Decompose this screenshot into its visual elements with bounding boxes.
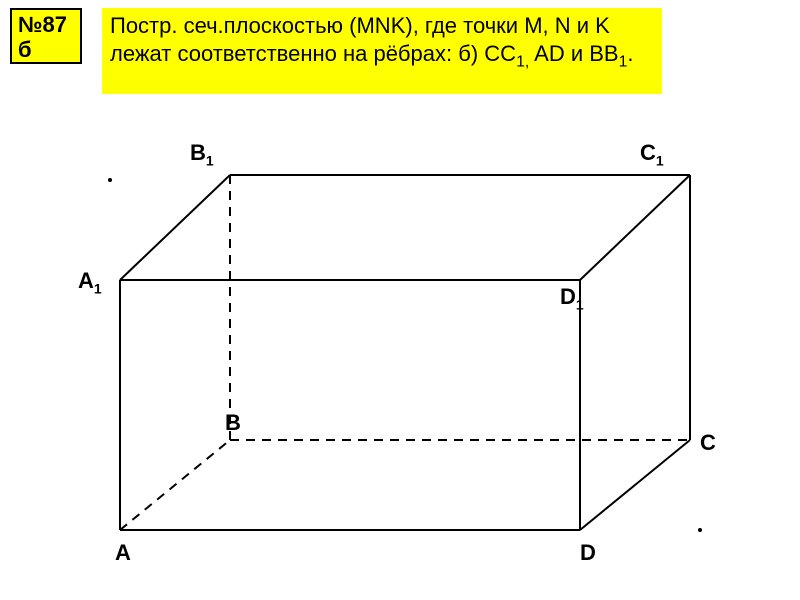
vertex-label-C: C <box>700 430 716 456</box>
vertex-label-D-text: D <box>580 540 596 565</box>
vertex-label-C1-sub: 1 <box>656 152 664 168</box>
vertex-label-D1-sub: 1 <box>576 296 584 312</box>
stray-dot-1 <box>698 528 702 532</box>
vertex-label-D: D <box>580 540 596 566</box>
vertex-label-B: B <box>225 410 241 436</box>
vertex-label-A-text: A <box>115 540 131 565</box>
edge-D-C <box>580 440 690 530</box>
stray-dot-0 <box>108 178 112 182</box>
vertex-label-C1-text: C <box>640 140 656 165</box>
vertex-label-B1: B1 <box>190 140 214 168</box>
vertex-label-D1: D1 <box>560 284 584 312</box>
vertex-label-B-text: B <box>225 410 241 435</box>
vertex-label-C-text: C <box>700 430 716 455</box>
edge-hidden-A-B <box>120 440 230 530</box>
prism-diagram <box>0 0 800 600</box>
vertex-label-A: A <box>115 540 131 566</box>
edge-B1-A1 <box>120 175 230 280</box>
vertex-label-A1: A1 <box>78 268 102 296</box>
vertex-label-B1-sub: 1 <box>206 152 214 168</box>
vertex-label-A1-text: A <box>78 268 94 293</box>
vertex-label-B1-text: B <box>190 140 206 165</box>
vertex-label-C1: C1 <box>640 140 664 168</box>
vertex-label-A1-sub: 1 <box>94 280 102 296</box>
edge-D1-C1 <box>580 175 690 280</box>
vertex-label-D1-text: D <box>560 284 576 309</box>
